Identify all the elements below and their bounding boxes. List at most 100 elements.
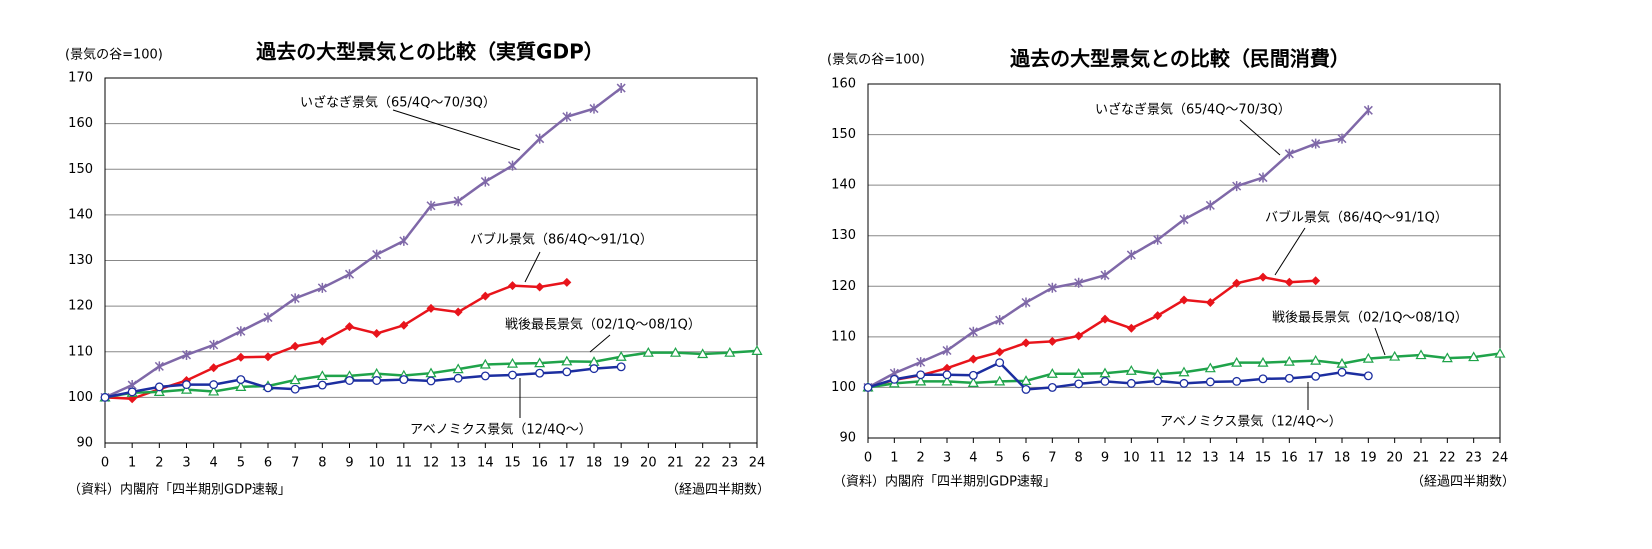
series-label: いざなぎ景気（65/4Q～70/3Q） bbox=[300, 95, 496, 111]
marker bbox=[399, 235, 409, 246]
leader-line bbox=[1374, 327, 1386, 356]
x-tick-label: 13 bbox=[1202, 451, 1219, 466]
marker bbox=[1311, 276, 1321, 286]
marker bbox=[863, 382, 873, 392]
x-tick-label: 16 bbox=[1281, 451, 1298, 466]
marker bbox=[1021, 338, 1031, 348]
marker bbox=[372, 329, 382, 338]
x-tick-label: 12 bbox=[423, 456, 440, 471]
marker bbox=[479, 358, 491, 369]
marker bbox=[1073, 368, 1085, 378]
marker bbox=[1257, 356, 1269, 367]
marker bbox=[942, 363, 952, 373]
marker bbox=[263, 352, 273, 362]
series-label: アベノミクス景気（12/4Q～） bbox=[410, 422, 592, 438]
marker bbox=[1258, 172, 1268, 183]
marker bbox=[1337, 367, 1347, 377]
x-tick-label: 9 bbox=[1101, 451, 1109, 466]
marker bbox=[1021, 385, 1031, 394]
marker bbox=[317, 336, 327, 346]
marker bbox=[154, 382, 164, 392]
marker bbox=[1205, 200, 1215, 211]
x-tick-label: 15 bbox=[1255, 451, 1272, 466]
marker bbox=[180, 383, 193, 394]
series-line bbox=[867, 275, 1316, 389]
marker bbox=[1284, 277, 1294, 287]
x-tick-label: 5 bbox=[996, 451, 1004, 466]
x-tick-label: 18 bbox=[586, 456, 603, 471]
x-tick-label: 0 bbox=[864, 451, 872, 466]
marker bbox=[535, 133, 545, 144]
marker bbox=[1232, 278, 1242, 288]
y-tick-label: 130 bbox=[831, 228, 856, 243]
marker bbox=[1258, 374, 1268, 384]
marker bbox=[317, 282, 327, 293]
marker bbox=[480, 291, 490, 301]
marker bbox=[1284, 373, 1294, 383]
marker bbox=[751, 345, 763, 355]
leader-line bbox=[1239, 119, 1281, 156]
marker bbox=[915, 375, 927, 386]
x-tick-label: 14 bbox=[477, 456, 494, 471]
marker bbox=[426, 200, 436, 211]
marker bbox=[994, 375, 1006, 386]
marker bbox=[506, 357, 519, 368]
x-tick-label: 24 bbox=[1492, 451, 1509, 466]
x-tick-label: 11 bbox=[396, 456, 413, 471]
x-tick-label: 8 bbox=[318, 456, 326, 471]
series-label: いざなぎ景気（65/4Q～70/3Q） bbox=[1095, 102, 1291, 118]
marker bbox=[916, 370, 926, 380]
marker bbox=[534, 357, 546, 368]
marker bbox=[1153, 311, 1163, 321]
marker bbox=[453, 373, 463, 383]
marker bbox=[1074, 331, 1084, 341]
marker bbox=[1126, 249, 1136, 260]
y-tick-label: 160 bbox=[831, 77, 856, 92]
x-tick-label: 22 bbox=[694, 456, 711, 471]
y-tick-label: 150 bbox=[68, 162, 93, 177]
x-tick-label: 8 bbox=[1075, 451, 1083, 466]
series-label: アベノミクス景気（12/4Q～） bbox=[1160, 414, 1342, 430]
marker bbox=[426, 376, 436, 386]
marker bbox=[372, 249, 382, 260]
x-axis-label: （経過四半期数） bbox=[1411, 475, 1515, 490]
marker bbox=[616, 83, 626, 94]
x-tick-label: 4 bbox=[969, 451, 977, 466]
marker bbox=[1046, 368, 1058, 378]
source-note: （資料）内閣府「四半期別GDP速報」 bbox=[68, 482, 291, 498]
x-tick-label: 22 bbox=[1439, 451, 1456, 466]
marker bbox=[1258, 272, 1268, 282]
y-tick-label: 140 bbox=[831, 178, 856, 193]
marker bbox=[615, 351, 627, 361]
x-tick-label: 7 bbox=[291, 456, 299, 471]
source-note: （資料）内閣府「四半期別GDP速報」 bbox=[833, 474, 1056, 490]
marker bbox=[1284, 148, 1294, 159]
marker bbox=[290, 341, 300, 351]
y-tick-label: 120 bbox=[831, 279, 856, 294]
marker bbox=[344, 269, 355, 280]
marker bbox=[968, 370, 978, 380]
marker bbox=[1468, 351, 1480, 362]
chart-title: 過去の大型景気との比較（実質GDP） bbox=[256, 40, 603, 64]
marker bbox=[669, 346, 682, 357]
x-tick-label: 9 bbox=[345, 456, 353, 471]
x-tick-label: 23 bbox=[722, 456, 739, 471]
marker bbox=[1337, 133, 1347, 144]
marker bbox=[942, 345, 952, 356]
marker bbox=[508, 370, 517, 380]
series-line bbox=[867, 109, 1370, 389]
marker bbox=[1021, 297, 1031, 308]
series-line bbox=[104, 365, 622, 399]
marker bbox=[889, 374, 899, 384]
marker bbox=[1232, 376, 1242, 386]
chart-title: 過去の大型景気との比較（民間消費） bbox=[1010, 47, 1350, 71]
marker bbox=[1179, 295, 1189, 305]
marker bbox=[236, 352, 246, 362]
y-tick-label: 120 bbox=[68, 299, 93, 314]
x-tick-label: 14 bbox=[1228, 451, 1245, 466]
x-tick-label: 4 bbox=[210, 456, 218, 471]
series-label: 戦後最長景気（02/1Q～08/1Q） bbox=[1272, 310, 1468, 326]
y-tick-label: 140 bbox=[68, 207, 93, 222]
marker bbox=[345, 322, 354, 332]
marker bbox=[589, 103, 599, 114]
